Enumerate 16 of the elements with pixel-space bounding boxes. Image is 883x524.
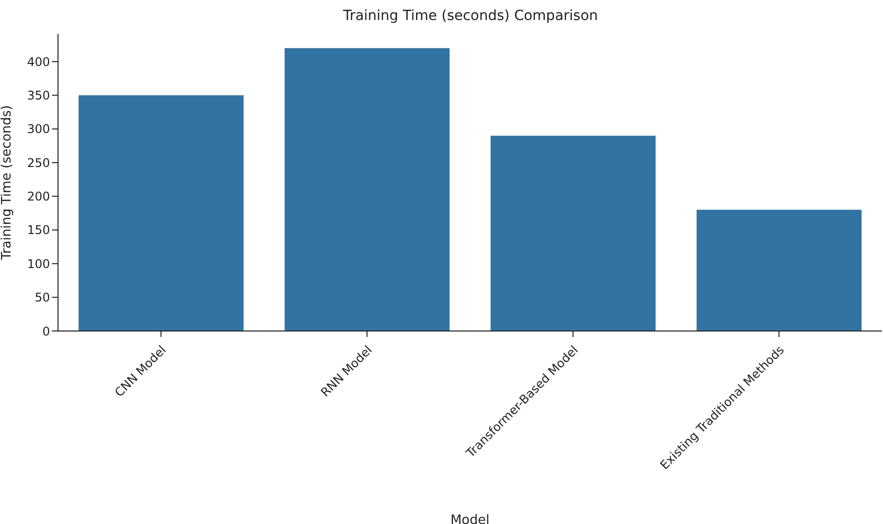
x-axis-title: Model — [450, 513, 490, 524]
y-tick-label: 50 — [34, 290, 50, 305]
y-tick-label: 150 — [27, 223, 50, 238]
bar — [78, 95, 244, 331]
y-axis-title: Training Time (seconds) — [0, 105, 15, 261]
y-tick-label: 400 — [27, 54, 50, 69]
y-tick-label: 300 — [27, 122, 50, 136]
bar — [490, 136, 656, 331]
y-tick-label: 100 — [27, 256, 50, 271]
bar — [696, 210, 862, 331]
chart-title: Training Time (seconds) Comparison — [342, 8, 599, 24]
y-tick-label: 200 — [27, 190, 50, 204]
y-tick-label: 0 — [42, 324, 50, 338]
y-tick-label: 350 — [27, 88, 50, 103]
bar — [284, 48, 450, 331]
y-tick-label: 250 — [27, 156, 50, 170]
